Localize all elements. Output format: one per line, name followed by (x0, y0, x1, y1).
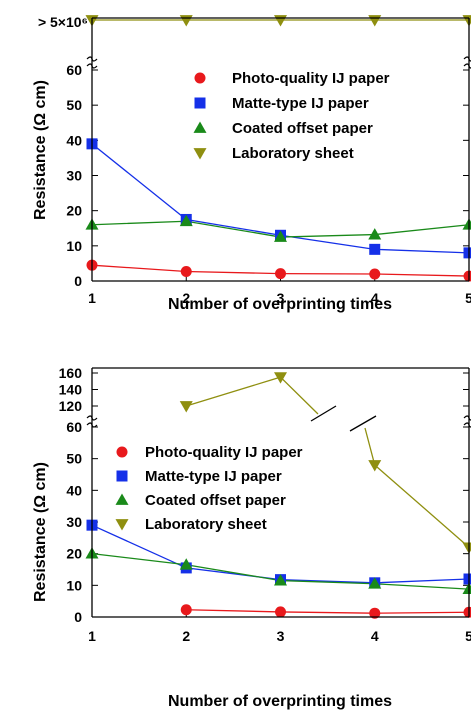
x-tick-label: 1 (88, 290, 96, 306)
data-point-matte-type-ij-paper (369, 243, 381, 255)
data-point-photo-quality-ij-paper (180, 266, 192, 278)
legend-label-photo-quality-ij-paper: Photo-quality IJ paper (232, 70, 390, 87)
y-tick-label: 10 (66, 577, 82, 593)
legend-marker-photo-quality-ij-paper (116, 446, 128, 458)
axis-break-gap (464, 417, 471, 427)
data-point-laboratory-sheet (462, 542, 471, 554)
data-point-photo-quality-ij-paper (180, 604, 192, 616)
data-point-photo-quality-ij-paper (369, 268, 381, 280)
data-point-coated-offset-paper (179, 214, 193, 227)
y-tick-label: 30 (66, 168, 82, 184)
data-point-coated-offset-paper (368, 228, 382, 240)
x-axis-title: Number of overprinting times (168, 693, 392, 710)
legend-marker-matte-type-ij-paper (194, 97, 206, 109)
data-point-photo-quality-ij-paper (463, 606, 471, 618)
legend: Photo-quality IJ paper Matte-type IJ pape… (193, 70, 390, 162)
legend-marker-laboratory-sheet (115, 519, 129, 531)
y-tick-label: 20 (66, 203, 82, 219)
axis-break-marks (86, 56, 471, 69)
y-tick-label: 0 (74, 609, 82, 625)
y-tick-label: 140 (59, 382, 83, 398)
y-tick-label: 10 (66, 238, 82, 254)
y-axis-title: Resistance (Ω cm) (32, 80, 49, 220)
line-break-mark (349, 415, 377, 432)
x-tick-label: 3 (277, 628, 285, 644)
data-point-laboratory-sheet (274, 372, 287, 384)
legend-marker-photo-quality-ij-paper (194, 72, 206, 84)
x-tick-label: 1 (88, 628, 96, 644)
x-tick-label: 2 (182, 628, 190, 644)
y-axis-title: Resistance (Ω cm) (32, 462, 49, 602)
data-point-coated-offset-paper (274, 230, 287, 242)
y-tick-label: 30 (66, 514, 82, 530)
data-point-photo-quality-ij-paper (463, 270, 471, 282)
y-tick-label: 50 (66, 451, 82, 467)
data-point-laboratory-sheet (368, 15, 382, 27)
legend-label-coated-offset-paper: Coated offset paper (145, 492, 286, 509)
x-tick-label: 4 (371, 628, 379, 644)
legend-label-matte-type-ij-paper: Matte-type IJ paper (145, 468, 282, 485)
chart-top: 0 10 20 30 40 50 60 1 2 3 4 5 Photo-quality IJ pap… (32, 14, 471, 313)
y-axis-ticks: 0 10 20 30 40 50 60 (66, 62, 469, 289)
y-tick-label: 40 (66, 132, 82, 148)
legend-marker-laboratory-sheet (193, 148, 207, 160)
data-point-photo-quality-ij-paper (369, 607, 381, 619)
data-point-photo-quality-ij-paper (275, 606, 286, 618)
series-line-photo-quality-ij-paper (186, 609, 470, 614)
data-point-coated-offset-paper (179, 558, 193, 570)
data-point-laboratory-sheet (179, 401, 193, 413)
y-tick-label: 60 (66, 419, 82, 435)
legend-label-matte-type-ij-paper: Matte-type IJ paper (232, 95, 369, 112)
line-break-mark (310, 405, 337, 422)
data-point-coated-offset-paper (274, 574, 287, 586)
y-tick-label: 50 (66, 97, 82, 113)
x-tick-label: 4 (371, 290, 379, 306)
data-point-laboratory-sheet (179, 15, 193, 27)
data-point-coated-offset-paper (462, 218, 471, 230)
x-tick-label: 5 (465, 290, 471, 306)
data-point-matte-type-ij-paper (463, 573, 471, 585)
axis-break-marks (86, 415, 471, 428)
y-tick-label: 160 (59, 365, 83, 381)
legend-marker-coated-offset-paper (193, 121, 207, 133)
legend-label-photo-quality-ij-paper: Photo-quality IJ paper (145, 444, 303, 461)
y-tick-label: 20 (66, 546, 82, 562)
data-point-laboratory-sheet (274, 15, 287, 27)
data-point-laboratory-sheet (368, 460, 382, 472)
legend-label-laboratory-sheet: Laboratory sheet (232, 145, 354, 162)
series-line-laboratory-sheet (186, 376, 319, 415)
legend-marker-coated-offset-paper (115, 493, 129, 505)
data-point-matte-type-ij-paper (463, 247, 471, 259)
y-tick-label: 60 (66, 62, 82, 78)
data-point-laboratory-sheet (462, 15, 471, 27)
legend-label-laboratory-sheet: Laboratory sheet (145, 516, 267, 533)
data-point-photo-quality-ij-paper (275, 268, 286, 280)
series-line-laboratory-sheet (364, 427, 470, 548)
data-point-coated-offset-paper (368, 577, 382, 589)
axis-break-gap (464, 58, 471, 68)
legend: Photo-quality IJ paper Matte-type IJ pape… (115, 444, 303, 533)
legend-marker-matte-type-ij-paper (116, 470, 128, 482)
y-tick-label: 0 (74, 273, 82, 289)
y-tick-label: 120 (59, 398, 83, 414)
x-tick-label: 5 (465, 628, 471, 644)
y-tick-label: 40 (66, 482, 82, 498)
legend-label-coated-offset-paper: Coated offset paper (232, 120, 373, 137)
x-tick-label: 3 (277, 290, 285, 306)
axis-break-label: > 5×10⁶ (38, 14, 88, 30)
x-axis-title: Number of overprinting times (168, 296, 392, 313)
x-tick-label: 2 (182, 290, 190, 306)
